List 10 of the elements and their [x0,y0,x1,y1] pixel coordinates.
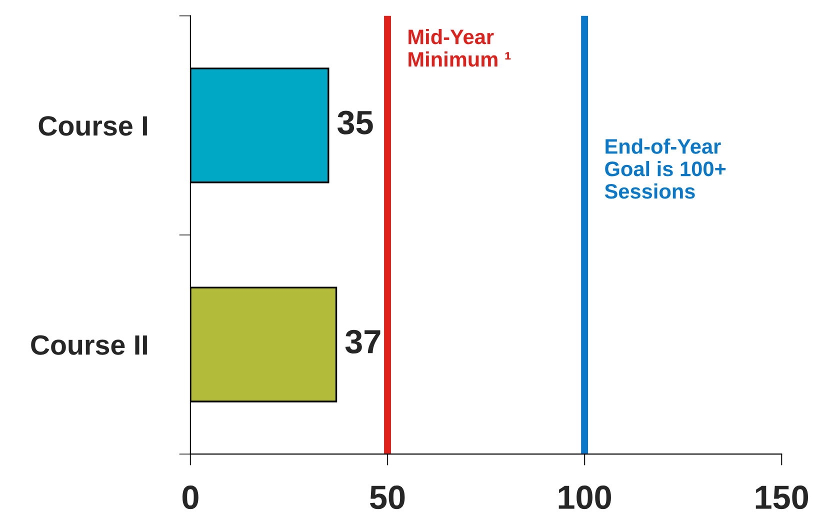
y-tick-label: Course II [31,335,147,355]
x-tick-label: 150 [756,486,808,510]
data-label: 35 [338,110,373,134]
x-tick-label: 0 [182,486,198,510]
y-tick-label: Course I [38,116,147,136]
x-tick-label: 100 [558,486,611,510]
data-label: 37 [345,330,380,354]
ref-line-label: End-of-Year Goal is 100+ Sessions [604,138,726,199]
ref-line-label: Mid-Year Minimum ¹ [408,28,511,67]
x-tick-label: 50 [370,486,405,510]
